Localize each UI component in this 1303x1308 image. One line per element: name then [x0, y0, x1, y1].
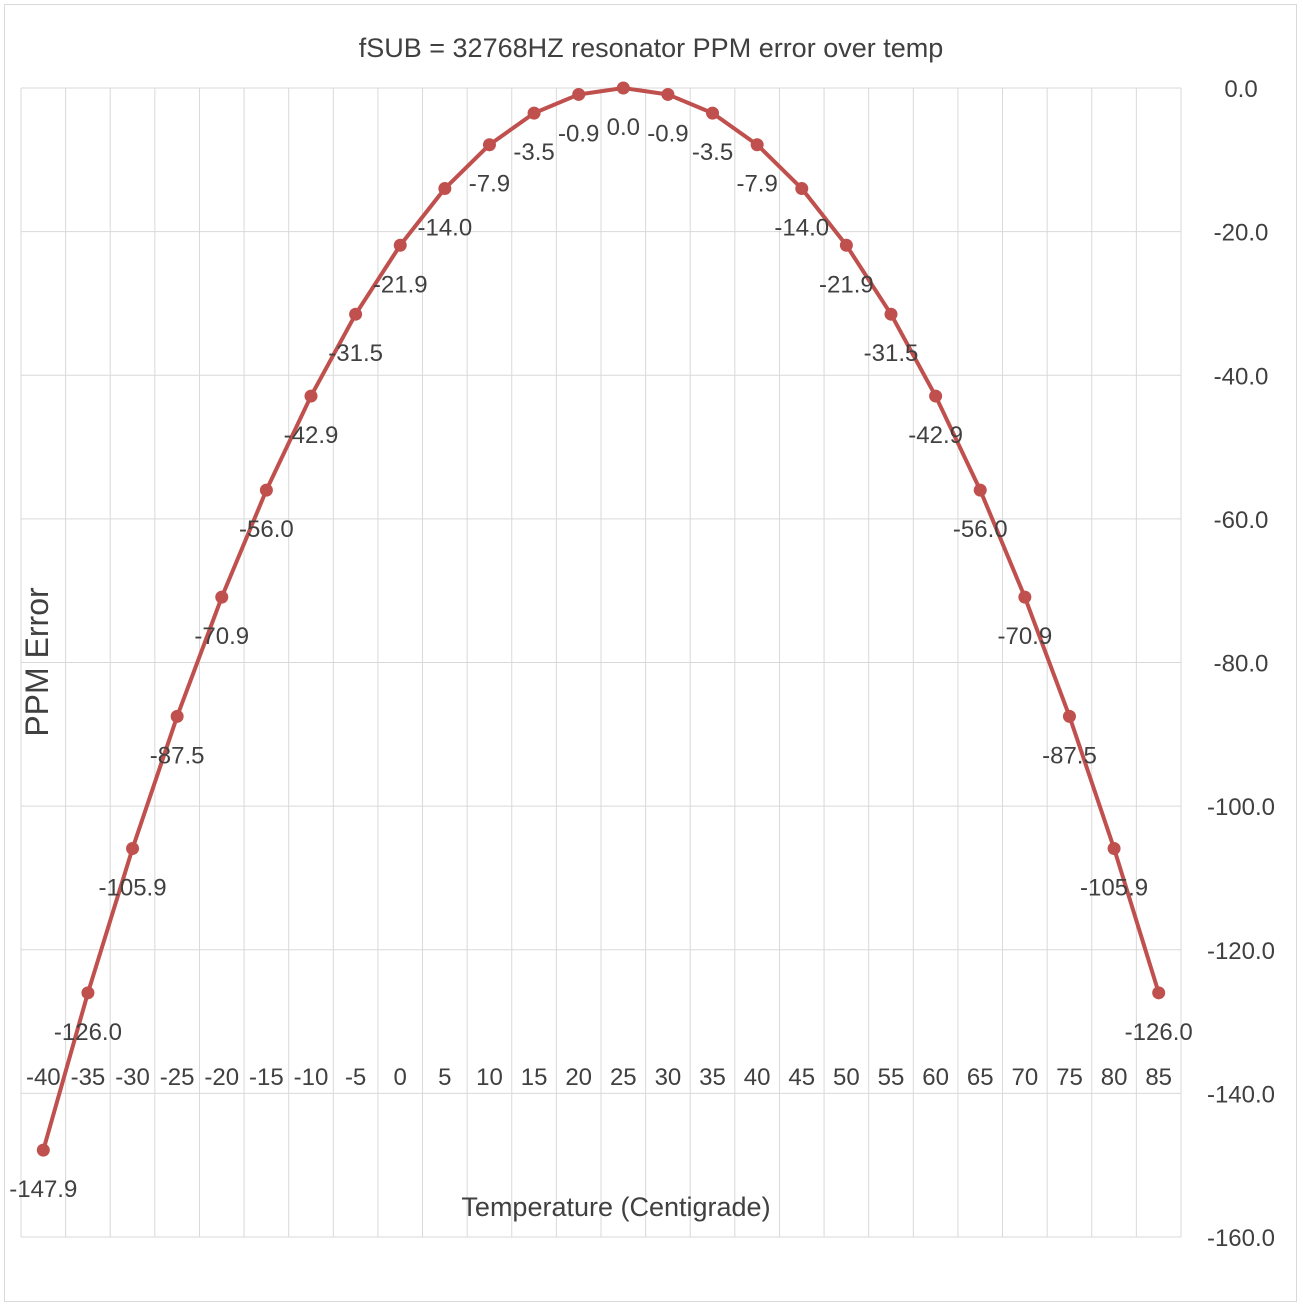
- x-tick-label: 60: [922, 1064, 949, 1091]
- x-tick-label: -15: [249, 1064, 284, 1091]
- x-tick-label: 5: [438, 1064, 451, 1091]
- data-label: -31.5: [864, 340, 919, 367]
- x-tick-label: 35: [699, 1064, 726, 1091]
- x-tick-label: 85: [1145, 1064, 1172, 1091]
- x-tick-label: -10: [294, 1064, 329, 1091]
- data-label: -0.9: [647, 120, 688, 147]
- x-tick-label: -40: [26, 1064, 61, 1091]
- y-tick-label: -140.0: [1207, 1081, 1275, 1108]
- chart-frame: [4, 4, 1297, 1302]
- data-point: [839, 238, 853, 252]
- x-axis-ticks: -40 -35 -30 -25 -20 -15 -10 -5 0 5 10 15 20 25 30 35 40 4…: [26, 1064, 1172, 1091]
- x-tick-label: 15: [521, 1064, 548, 1091]
- data-label: -21.9: [819, 271, 874, 298]
- data-point: [126, 841, 140, 855]
- gridlines: [20, 87, 1182, 1238]
- data-label: -70.9: [194, 623, 249, 650]
- x-tick-label: 30: [655, 1064, 682, 1091]
- data-label: -56.0: [953, 516, 1008, 543]
- chart-title: fSUB = 32768HZ resonator PPM error over …: [359, 33, 944, 63]
- data-point: [1018, 590, 1032, 604]
- x-tick-label: -25: [160, 1064, 195, 1091]
- data-label: -42.9: [908, 422, 963, 449]
- data-label: -14.0: [774, 215, 829, 242]
- x-tick-label: 75: [1056, 1064, 1083, 1091]
- x-tick-label: 50: [833, 1064, 860, 1091]
- data-labels: -147.9 -126.0 -105.9 -87.5 -70.9 -56.0 -42.9 -3…: [9, 114, 1192, 1203]
- data-point: [170, 709, 184, 723]
- x-axis-title: Temperature (Centigrade): [461, 1192, 770, 1222]
- data-point: [616, 81, 630, 95]
- data-point: [706, 106, 720, 120]
- data-point: [215, 590, 229, 604]
- y-tick-label: -40.0: [1214, 363, 1269, 390]
- data-point: [661, 87, 675, 101]
- x-tick-label: -5: [345, 1064, 366, 1091]
- x-tick-label: 80: [1101, 1064, 1128, 1091]
- data-point: [1107, 841, 1121, 855]
- data-point: [259, 483, 273, 497]
- x-tick-label: 55: [878, 1064, 905, 1091]
- series-line: [41, 86, 1161, 1153]
- data-point: [795, 182, 809, 196]
- data-label: -105.9: [99, 874, 167, 901]
- x-tick-label: 10: [476, 1064, 503, 1091]
- data-point: [1062, 709, 1076, 723]
- y-tick-label: -80.0: [1214, 651, 1269, 678]
- data-point: [929, 389, 943, 403]
- y-tick-label: -60.0: [1214, 507, 1269, 534]
- data-label: -70.9: [997, 623, 1052, 650]
- data-label: -7.9: [736, 171, 777, 198]
- x-tick-label: 65: [967, 1064, 994, 1091]
- data-point: [527, 106, 541, 120]
- y-tick-label: -100.0: [1207, 794, 1275, 821]
- data-label: -105.9: [1080, 874, 1148, 901]
- data-label: -147.9: [9, 1176, 77, 1203]
- data-label: -14.0: [417, 215, 472, 242]
- x-tick-label: -30: [115, 1064, 150, 1091]
- data-points: [36, 81, 1166, 1157]
- x-tick-label: 45: [788, 1064, 815, 1091]
- x-tick-label: 20: [565, 1064, 592, 1091]
- x-tick-label: -20: [204, 1064, 239, 1091]
- y-tick-label: 0.0: [1224, 76, 1257, 103]
- data-point: [438, 182, 452, 196]
- data-point: [884, 307, 898, 321]
- data-label: -31.5: [328, 340, 383, 367]
- data-label: -56.0: [239, 516, 294, 543]
- data-label: -126.0: [54, 1019, 122, 1046]
- data-label: -21.9: [373, 271, 428, 298]
- data-label: -3.5: [692, 139, 733, 166]
- data-label: -7.9: [469, 171, 510, 198]
- data-point: [1152, 986, 1166, 1000]
- x-tick-label: 0: [394, 1064, 407, 1091]
- y-tick-label: -20.0: [1214, 220, 1269, 247]
- data-point: [973, 483, 987, 497]
- data-point: [36, 1143, 50, 1157]
- data-point: [349, 307, 363, 321]
- y-tick-label: -160.0: [1207, 1225, 1275, 1252]
- data-label: -126.0: [1125, 1019, 1193, 1046]
- x-tick-label: 40: [744, 1064, 771, 1091]
- data-label: -87.5: [150, 742, 205, 769]
- y-axis-ticks: 0.0 -20.0 -40.0 -60.0 -80.0 -100.0 -120.0 -140.…: [1207, 76, 1275, 1252]
- series-line-layer: [41, 86, 1161, 1153]
- x-tick-label: -35: [71, 1064, 106, 1091]
- y-tick-label: -120.0: [1207, 938, 1275, 965]
- data-label: -42.9: [284, 422, 339, 449]
- data-point: [304, 389, 318, 403]
- data-point: [482, 138, 496, 152]
- data-label: -0.9: [558, 120, 599, 147]
- x-tick-label: 25: [610, 1064, 637, 1091]
- data-label: 0.0: [607, 114, 640, 141]
- data-point: [81, 986, 95, 1000]
- data-point: [572, 87, 586, 101]
- data-point: [393, 238, 407, 252]
- data-label: -87.5: [1042, 742, 1097, 769]
- y-axis-title: PPM Error: [19, 587, 55, 737]
- x-tick-label: 70: [1011, 1064, 1038, 1091]
- data-point: [750, 138, 764, 152]
- data-label: -3.5: [513, 139, 554, 166]
